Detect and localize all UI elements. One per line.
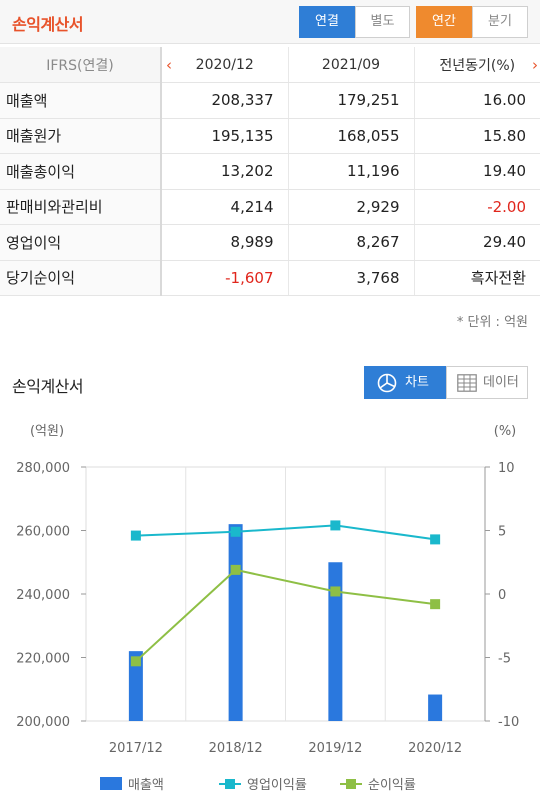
right-axis-unit: (%) — [494, 424, 517, 439]
column-header-2020-12: ‹ 2020/12 — [161, 47, 289, 83]
operating-margin-point — [130, 530, 141, 541]
value-yoy: 16.00 — [414, 82, 540, 119]
legend-marker-영업이익률 — [225, 779, 235, 789]
left-tick-label: 280,000 — [16, 461, 70, 476]
next-period-arrow-icon[interactable]: › — [532, 56, 538, 74]
right-tick-label: -10 — [498, 715, 519, 730]
legend-label: 영업이익률 — [247, 778, 307, 793]
consolidated-button[interactable]: 연결 — [299, 6, 355, 38]
x-tick-label: 2019/12 — [308, 741, 362, 756]
bar-매출액 — [328, 562, 343, 721]
table-row: 매출총이익 13,202 11,196 19.40 — [0, 153, 540, 190]
left-tick-label: 260,000 — [16, 525, 70, 540]
operating-margin-line — [135, 524, 436, 541]
x-tick-label: 2018/12 — [209, 741, 263, 756]
value-2020-12: 8,989 — [161, 224, 289, 261]
value-2021-09: 2,929 — [288, 189, 415, 225]
pie-chart-icon — [377, 373, 397, 393]
value-2021-09: 168,055 — [288, 118, 415, 154]
legend-swatch-매출액 — [100, 777, 122, 790]
value-2021-09: 8,267 — [288, 224, 415, 261]
quarterly-button[interactable]: 분기 — [472, 6, 528, 38]
right-tick-label: 10 — [498, 461, 515, 476]
right-tick-label: -5 — [498, 652, 511, 667]
legend-label: 순이익률 — [368, 778, 416, 793]
data-toggle-label: 데이터 — [483, 375, 519, 390]
chart-toggle-button[interactable]: 차트 — [364, 366, 447, 399]
bar-매출액 — [428, 694, 443, 721]
value-2020-12: -1,607 — [161, 260, 289, 296]
net-margin-point — [130, 656, 141, 667]
annual-button[interactable]: 연간 — [416, 6, 472, 38]
right-tick-label: 0 — [498, 588, 506, 603]
legend-label: 매출액 — [128, 778, 164, 793]
separate-button[interactable]: 별도 — [355, 6, 410, 38]
operating-margin-point — [330, 520, 341, 531]
value-yoy: 15.80 — [414, 118, 540, 154]
row-label: 매출원가 — [0, 118, 162, 154]
bar-매출액 — [128, 651, 143, 721]
top-bar: 손익계산서 연결 별도 연간 분기 — [0, 0, 540, 44]
table-row: 당기순이익 -1,607 3,768 흑자전환 — [0, 260, 540, 296]
section-title: 손익계산서 — [12, 377, 84, 396]
value-2021-09: 11,196 — [288, 153, 415, 190]
row-label: 매출총이익 — [0, 153, 162, 190]
row-label: 영업이익 — [0, 224, 162, 261]
value-2021-09: 179,251 — [288, 82, 415, 119]
value-2021-09: 3,768 — [288, 260, 415, 296]
row-label: 판매비와관리비 — [0, 189, 162, 225]
income-statement-table: IFRS(연결) ‹ 2020/12 2021/09 전년동기(%) › 매출액… — [0, 47, 540, 296]
right-tick-label: 5 — [498, 525, 506, 540]
net-margin-point — [330, 586, 341, 597]
value-2020-12: 13,202 — [161, 153, 289, 190]
left-axis-unit: (억원) — [30, 424, 64, 439]
value-yoy: -2.00 — [414, 189, 540, 225]
page-title: 손익계산서 — [12, 15, 84, 34]
x-tick-label: 2017/12 — [109, 741, 163, 756]
table-row: 영업이익 8,989 8,267 29.40 — [0, 224, 540, 261]
table-row: 판매비와관리비 4,214 2,929 -2.00 — [0, 189, 540, 225]
row-label: 당기순이익 — [0, 260, 162, 296]
table-row: 매출액 208,337 179,251 16.00 — [0, 82, 540, 119]
operating-margin-point — [430, 534, 441, 545]
value-yoy: 29.40 — [414, 224, 540, 261]
prev-period-arrow-icon[interactable]: ‹ — [166, 56, 172, 74]
net-margin-line — [135, 568, 436, 663]
value-2020-12: 4,214 — [161, 189, 289, 225]
legend-marker-순이익률 — [346, 779, 356, 789]
left-tick-label: 200,000 — [16, 715, 70, 730]
value-yoy: 19.40 — [414, 153, 540, 190]
data-toggle-button[interactable]: 데이터 — [446, 366, 528, 399]
net-margin-point — [230, 564, 241, 575]
value-2020-12: 195,135 — [161, 118, 289, 154]
table-header-row: IFRS(연결) ‹ 2020/12 2021/09 전년동기(%) › — [0, 47, 540, 83]
chart-toggle-label: 차트 — [405, 375, 429, 390]
left-tick-label: 220,000 — [16, 652, 70, 667]
row-label: 매출액 — [0, 82, 162, 119]
column-header-yoy: 전년동기(%) › — [414, 47, 540, 83]
net-margin-point — [430, 599, 441, 610]
operating-margin-point — [230, 526, 241, 537]
bar-매출액 — [228, 524, 243, 721]
unit-note: * 단위 : 억원 — [456, 315, 528, 330]
table-row: 매출원가 195,135 168,055 15.80 — [0, 118, 540, 154]
value-yoy: 흑자전환 — [414, 260, 540, 296]
table-grid-icon — [457, 374, 477, 392]
value-2020-12: 208,337 — [161, 82, 289, 119]
column-header-2021-09: 2021/09 — [288, 47, 415, 83]
x-tick-label: 2020/12 — [408, 741, 462, 756]
income-chart: (억원) (%) 280,000 260,000 240,000 220,000 200,0… — [16, 424, 519, 793]
left-tick-label: 240,000 — [16, 588, 70, 603]
ifrs-header: IFRS(연결) — [0, 47, 162, 83]
